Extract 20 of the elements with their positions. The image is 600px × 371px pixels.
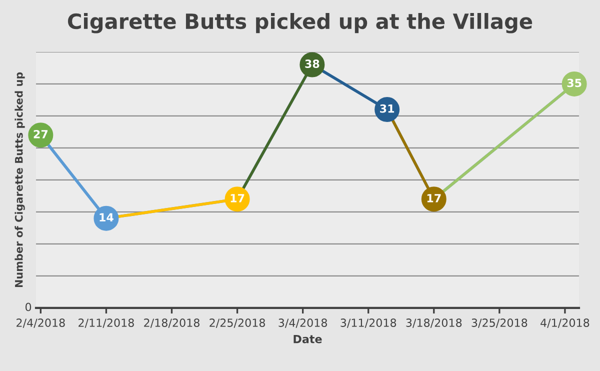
data-label: 17: [427, 194, 441, 202]
data-label: 14: [100, 213, 114, 222]
data-label: 27: [34, 130, 48, 138]
chart-title: Cigarette Butts picked up at the Village: [68, 12, 532, 34]
text: 0: [25, 302, 32, 312]
data-label: 38: [305, 60, 320, 68]
x-tick-label: 2/25/2018: [210, 318, 266, 328]
x-tick-label: 2/11/2018: [78, 318, 134, 328]
x-tick-label: 3/25/2018: [472, 318, 528, 328]
y-axis-title: Number of Cigarette Butts picked up: [14, 72, 25, 288]
x-tick-label: 2/4/2018: [16, 318, 65, 328]
x-tick-label: 3/11/2018: [340, 318, 396, 328]
x-tick-label: 3/4/2018: [278, 318, 328, 328]
x-tick-label: 2/18/2018: [144, 318, 200, 328]
x-tick-label: 4/1/2018: [540, 318, 590, 328]
x-tick-label: 3/18/2018: [406, 318, 462, 328]
data-label: 17: [230, 194, 244, 202]
data-label: 35: [567, 78, 582, 88]
x-axis-title: Date: [294, 335, 322, 344]
data-label: 31: [380, 104, 394, 113]
